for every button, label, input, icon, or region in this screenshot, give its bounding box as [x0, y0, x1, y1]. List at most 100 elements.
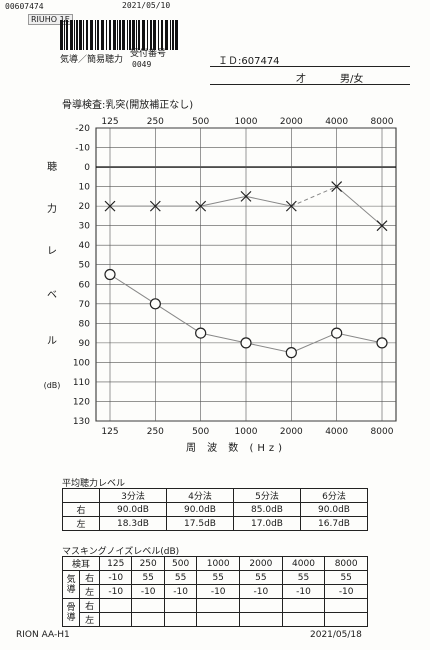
y-tick-label: 60	[79, 280, 91, 290]
stamp-code: 00607474	[5, 2, 44, 11]
audiogram-chart: -20 -10 0 10 20 30 40 50 60 70 80 90 100 110 120 130 125…	[44, 117, 397, 454]
series-line-segment	[155, 303, 201, 334]
average-value: 85.0dB	[233, 502, 301, 517]
barcode-bar	[172, 20, 174, 50]
masking-value: -10	[98, 584, 133, 599]
masking-value	[324, 612, 368, 627]
x-tick-label-top: 2000	[280, 117, 303, 127]
series-line-segment	[245, 195, 292, 207]
average-value: 90.0dB	[166, 502, 234, 517]
data-point-x	[240, 190, 252, 202]
barcode-bar	[95, 20, 96, 50]
average-header-cell: 5分法	[233, 488, 301, 503]
receipt-label: 受付番号	[130, 49, 167, 59]
barcode-bar	[147, 20, 148, 50]
masking-title: マスキングノイズレベル(dB)	[62, 547, 180, 557]
masking-freq: 4000	[281, 556, 326, 571]
average-side: 左	[62, 516, 100, 531]
x-tick-label: 125	[101, 427, 118, 437]
masking-table: 検耳 125 250 500 1000 2000 4000 8000 気導 右 …	[61, 556, 368, 627]
masking-value: 55	[131, 570, 165, 585]
series-line-segment	[245, 342, 292, 354]
average-value: 17.5dB	[166, 516, 234, 531]
y-tick-label: 20	[79, 202, 91, 212]
masking-freq: 500	[163, 556, 198, 571]
barcode-bar	[66, 20, 68, 50]
masking-value	[239, 598, 283, 613]
masking-row: 骨導 右	[61, 598, 368, 627]
x-tick-label: 250	[147, 427, 164, 437]
barcode-bar	[101, 20, 104, 50]
average-side: 右	[62, 502, 100, 517]
barcode-bar	[150, 20, 152, 50]
masking-value: -10	[98, 570, 133, 585]
masking-value: -10	[131, 584, 165, 599]
barcode-bar	[138, 20, 140, 50]
barcode-bar	[90, 20, 93, 50]
dept-label: 気導／簡易聴力	[60, 55, 124, 65]
y-tick-label: 110	[73, 378, 90, 388]
y-axis-label-char: ベ	[47, 289, 57, 301]
data-point-o	[285, 347, 297, 359]
y-axis-label-char: 聴	[47, 161, 57, 173]
series-line-segment	[291, 186, 337, 207]
masking-value: 55	[324, 570, 368, 585]
x-marker	[149, 200, 161, 212]
average-value: 16.7dB	[300, 516, 368, 531]
x-tick-label: 8000	[371, 427, 394, 437]
masking-value	[196, 598, 241, 613]
masking-side: 左	[79, 584, 100, 599]
age-underline	[210, 84, 410, 85]
stamp-date: 2021/05/10	[122, 1, 171, 10]
y-tick-label: 90	[79, 339, 91, 349]
masking-value: -10	[324, 584, 368, 599]
masking-value	[324, 598, 368, 613]
average-row-left: 左 18.3dB 17.5dB 17.0dB 16.7dB	[62, 516, 368, 531]
masking-value: -10	[239, 584, 283, 599]
barcode-bar	[70, 20, 73, 50]
patient-id: ＩＤ:607474	[218, 56, 280, 67]
masking-value: 55	[239, 570, 283, 585]
data-point-o	[240, 337, 252, 349]
y-axis-label-char: レ	[47, 246, 57, 257]
barcode-bar	[76, 20, 78, 50]
barcode-bar	[153, 20, 156, 50]
barcode-bar	[132, 20, 135, 50]
masking-value	[98, 612, 133, 627]
average-header-cell	[62, 488, 100, 503]
average-header-row: 3分法 4分法 5分法 6分法	[62, 488, 368, 503]
x-tick-label-top: 250	[147, 117, 164, 127]
barcode-bar	[106, 20, 107, 50]
masking-row: 気導 右 -10 55 55 55 55 55 55	[61, 570, 368, 599]
y-tick-label: -20	[75, 124, 90, 134]
barcode-bar	[136, 20, 137, 50]
masking-group-air: 気導	[61, 570, 81, 599]
y-tick-label: 40	[79, 241, 91, 251]
average-title: 平均聴力レベル	[62, 479, 126, 489]
masking-value	[98, 598, 133, 613]
average-header-cell: 4分法	[166, 488, 234, 503]
masking-value: -10	[196, 584, 241, 599]
y-tick-label: 120	[73, 397, 90, 407]
x-tick-label-top: 1000	[235, 117, 258, 127]
average-header-cell: 3分法	[99, 488, 167, 503]
masking-freq: 2000	[239, 556, 283, 571]
barcode-bar	[129, 20, 131, 50]
x-tick-label-top: 4000	[325, 117, 348, 127]
barcode-bar	[117, 20, 118, 50]
age-label: 才	[296, 74, 306, 85]
data-point-x	[331, 181, 343, 193]
masking-value	[131, 612, 165, 627]
y-axis-label-char: ル	[47, 336, 57, 347]
y-tick-label: -10	[75, 144, 90, 154]
y-tick-label: 10	[79, 183, 91, 193]
x-marker	[331, 181, 343, 193]
barcode-bar	[142, 20, 145, 50]
stamp-name: RIUHO 1E	[28, 14, 73, 25]
barcode-bar	[109, 20, 111, 50]
masking-value	[196, 612, 241, 627]
barcode-bar	[170, 20, 171, 50]
x-tick-label-top: 500	[192, 117, 209, 127]
barcode-bar	[161, 20, 163, 50]
barcode-bar	[86, 20, 88, 50]
